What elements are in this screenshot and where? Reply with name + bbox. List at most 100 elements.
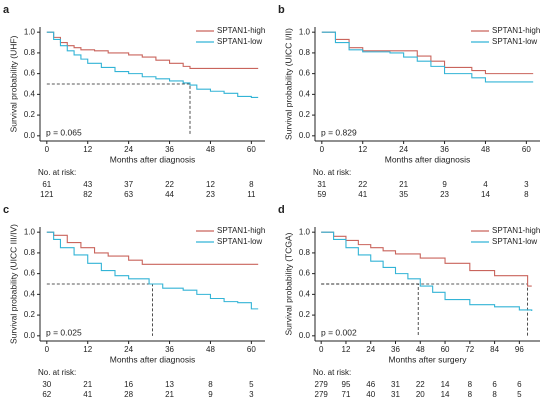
at-risk-count: 46 [366,380,375,389]
x-tick-label: 60 [247,345,256,354]
y-tick-label: 0.6 [299,269,311,278]
x-tick-label: 12 [358,145,367,154]
at-risk-count: 9 [208,390,213,399]
at-risk-count: 21 [83,380,92,389]
y-tick-label: 0.0 [299,331,311,340]
x-tick-label: 24 [124,145,133,154]
at-risk-count: 62 [42,390,51,399]
x-tick-label: 84 [490,345,499,354]
x-tick-label: 24 [399,145,408,154]
y-tick-label: 0.2 [24,110,36,119]
legend-label: SPTAN1-high [492,26,540,35]
y-tick-label: 0.2 [299,310,311,319]
y-tick-label: 0.4 [299,289,311,298]
y-tick-label: 0.0 [24,331,36,340]
x-tick-label: 36 [165,145,174,154]
at-risk-count: 22 [358,180,367,189]
at-risk-count: 8 [468,390,473,399]
x-tick-label: 0 [45,345,50,354]
at-risk-label: No. at risk: [38,168,76,177]
y-tick-label: 0.6 [24,269,36,278]
x-axis-label: Months after diagnosis [385,154,471,164]
at-risk-label: No. at risk: [38,368,76,377]
at-risk-count: 37 [124,180,133,189]
at-risk-count: 22 [416,380,425,389]
x-tick-label: 12 [83,345,92,354]
at-risk-count: 40 [366,390,375,399]
at-risk-count: 3 [524,180,529,189]
y-axis-label: Survival probability (UICC III/IV) [8,224,18,344]
at-risk-count: 5 [517,390,522,399]
at-risk-count: 41 [83,390,92,399]
x-tick-label: 12 [342,345,351,354]
at-risk-count: 14 [481,190,490,199]
legend-label: SPTAN1-high [217,26,265,35]
y-tick-label: 0.4 [299,89,311,98]
survival-curve [46,31,259,70]
y-tick-label: 0.2 [299,110,311,119]
x-tick-label: 48 [416,345,425,354]
x-tick-label: 36 [391,345,400,354]
x-axis-label: Months after diagnosis [110,154,196,164]
x-tick-label: 60 [247,145,256,154]
y-axis-label: Survival probability (TCGA) [283,232,293,335]
at-risk-count: 21 [399,180,408,189]
y-tick-label: 0.8 [299,48,311,57]
x-tick-label: 0 [319,345,324,354]
panel-letter: a [3,4,10,16]
y-tick-label: 1.0 [299,27,311,36]
panel: d 0.0 0.2 0.4 0.6 0.8 1.0 0 12 24 36 48 60 72 84 96 Surv… [278,204,540,399]
legend-label: SPTAN1-high [217,226,265,235]
legend-label: SPTAN1-high [492,226,540,235]
x-tick-label: 48 [206,145,215,154]
y-tick-label: 1.0 [24,227,36,236]
at-risk-count: 5 [249,380,254,389]
x-tick-label: 36 [165,345,174,354]
x-tick-label: 36 [440,145,449,154]
at-risk-count: 82 [83,190,92,199]
x-axis-label: Months after surgery [389,354,468,364]
at-risk-count: 41 [358,190,367,199]
x-tick-label: 72 [465,345,474,354]
at-risk-count: 61 [42,180,51,189]
panel-letter: c [3,204,9,216]
at-risk-count: 71 [342,390,351,399]
panel: c 0.0 0.2 0.4 0.6 0.8 1.0 0 12 24 36 48 60 Survival p… [3,204,265,399]
at-risk-count: 8 [208,380,213,389]
at-risk-count: 279 [315,380,329,389]
legend-label: SPTAN1-low [217,237,262,246]
x-tick-label: 24 [124,345,133,354]
survival-curve [46,31,259,99]
x-tick-label: 48 [206,345,215,354]
y-tick-label: 1.0 [24,27,36,36]
at-risk-count: 6 [492,380,497,389]
at-risk-count: 8 [468,380,473,389]
at-risk-label: No. at risk: [313,168,351,177]
legend-label: SPTAN1-low [492,37,537,46]
at-risk-count: 12 [206,180,215,189]
x-axis-label: Months after diagnosis [110,354,196,364]
at-risk-count: 43 [83,180,92,189]
panel-letter: b [278,4,285,16]
y-tick-label: 0.0 [299,131,311,140]
at-risk-count: 11 [247,190,256,199]
at-risk-count: 21 [165,390,174,399]
at-risk-count: 44 [165,190,174,199]
at-risk-count: 3 [249,390,254,399]
at-risk-count: 20 [416,390,425,399]
at-risk-count: 14 [441,380,450,389]
at-risk-count: 9 [442,180,447,189]
survival-curve [321,31,534,83]
y-tick-label: 0.4 [24,89,36,98]
x-tick-label: 48 [481,145,490,154]
p-value: p = 0.065 [46,127,82,137]
at-risk-label: No. at risk: [313,368,351,377]
at-risk-count: 28 [124,390,133,399]
y-tick-label: 0.4 [24,289,36,298]
at-risk-count: 13 [165,380,174,389]
at-risk-count: 14 [441,390,450,399]
x-tick-label: 96 [515,345,524,354]
median-line [46,83,191,136]
